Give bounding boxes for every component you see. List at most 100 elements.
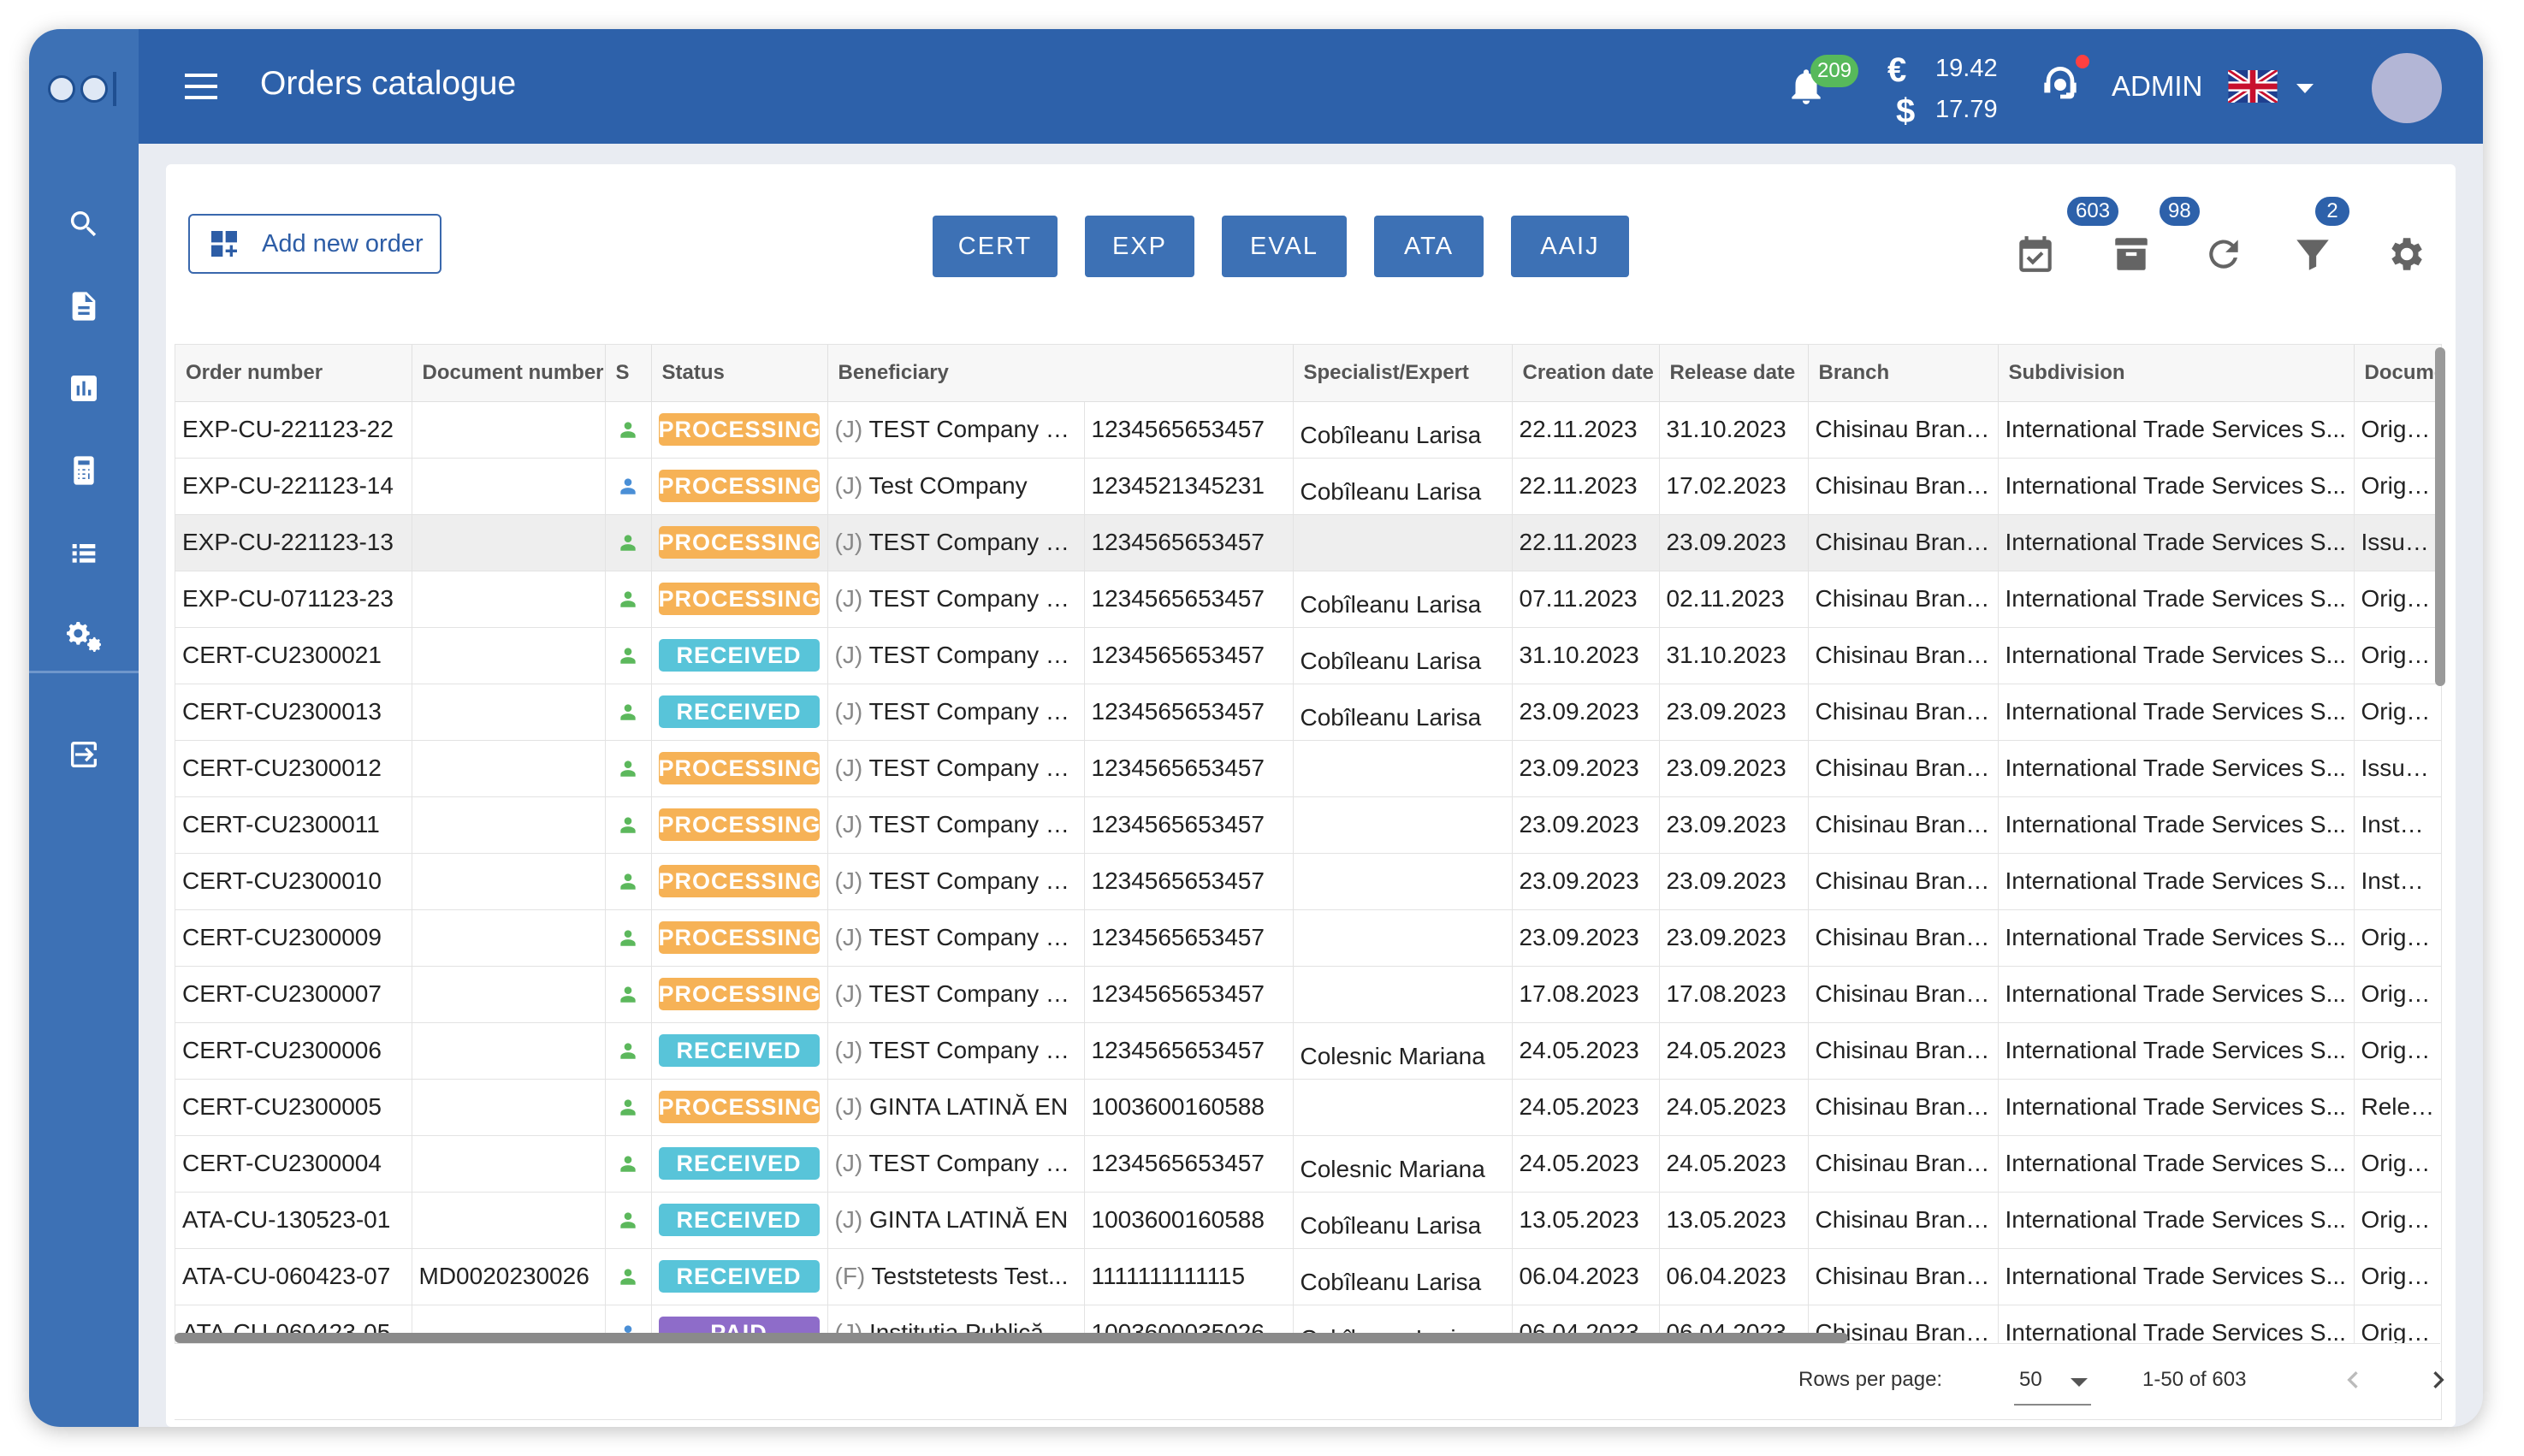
sidebar-item-reports[interactable] [29, 347, 139, 429]
status-cell: RECEIVED [651, 1022, 828, 1080]
sidebar-item-list[interactable] [29, 512, 139, 594]
menu-icon[interactable] [185, 74, 217, 99]
gear-icon[interactable] [2384, 233, 2426, 275]
col-header-s[interactable]: S [605, 345, 652, 402]
order-number-cell[interactable]: CERT-CU2300013 [175, 684, 412, 741]
branch-cell: Chisinau Branch [1808, 514, 1999, 571]
table-row[interactable]: CERT-CU2300004 RECEIVED (J) TEST Company S… [175, 1135, 2441, 1193]
table-row[interactable]: ATA-CU-130523-01 RECEIVED (J) GINTA LATINĂ… [175, 1192, 2441, 1249]
table-row[interactable]: EXP-CU-071123-23 PROCESSING (J) TEST Compa… [175, 571, 2441, 628]
order-number-cell[interactable]: EXP-CU-221123-22 [175, 401, 412, 459]
col-header-document[interactable]: Documer [2354, 345, 2441, 402]
sidebar-item-logout[interactable] [29, 713, 139, 796]
orders-table-container[interactable]: Order number Document number S Status Be… [175, 344, 2442, 1420]
horizontal-scrollbar[interactable] [175, 1333, 1848, 1343]
rows-per-page-caret[interactable] [2071, 1378, 2088, 1387]
order-number-cell[interactable]: CERT-CU2300011 [175, 796, 412, 854]
creation-date-cell: 22.11.2023 [1512, 514, 1660, 571]
col-header-order-number[interactable]: Order number [175, 345, 412, 402]
branch-cell: Chisinau Branch [1808, 1248, 1999, 1305]
refresh-icon[interactable] [2202, 233, 2245, 275]
order-number-cell[interactable]: ATA-CU-060423-07 [175, 1248, 412, 1305]
col-header-release-date[interactable]: Release date [1659, 345, 1809, 402]
online-status-dot [2076, 55, 2089, 68]
support-agent-icon[interactable] [2036, 58, 2084, 111]
col-header-document-number[interactable]: Document number [412, 345, 606, 402]
col-header-branch[interactable]: Branch [1808, 345, 1999, 402]
col-header-status[interactable]: Status [651, 345, 828, 402]
table-row[interactable]: EXP-CU-221123-14 PROCESSING (J) Test COmpa… [175, 458, 2441, 515]
col-header-specialist[interactable]: Specialist/Expert [1293, 345, 1513, 402]
branch-cell: Chisinau Branch [1808, 571, 1999, 628]
archive-badge: 98 [2158, 195, 2201, 228]
table-row[interactable]: CERT-CU2300010 PROCESSING (J) TEST Company… [175, 853, 2441, 910]
archive-icon[interactable] [2110, 233, 2153, 275]
beneficiary-name-cell: (J) TEST Company S... [827, 796, 1085, 854]
order-number-cell[interactable]: CERT-CU2300006 [175, 1022, 412, 1080]
add-order-button[interactable]: Add new order [188, 214, 441, 274]
table-row[interactable]: CERT-CU2300013 RECEIVED (J) TEST Company S… [175, 684, 2441, 741]
sidebar-item-documents[interactable] [29, 265, 139, 347]
user-role[interactable]: ADMIN [2112, 70, 2203, 102]
order-number-cell[interactable]: CERT-CU2300005 [175, 1079, 412, 1136]
tasks-icon[interactable] [2014, 233, 2057, 275]
beneficiary-idno-cell: 1234565653457 [1084, 740, 1294, 797]
app-logo[interactable] [39, 63, 125, 115]
table-row[interactable]: CERT-CU2300007 PROCESSING (J) TEST Company… [175, 966, 2441, 1023]
person-icon [620, 648, 636, 664]
logo-globe-left [48, 75, 75, 103]
vertical-scrollbar[interactable] [2435, 347, 2445, 686]
order-number-cell[interactable]: EXP-CU-221123-14 [175, 458, 412, 515]
language-dropdown-caret[interactable] [2296, 84, 2314, 93]
branch-cell: Chisinau Branch [1808, 1135, 1999, 1193]
order-number-cell[interactable]: CERT-CU2300007 [175, 966, 412, 1023]
specialist-cell: Cobîleanu Larisa [1293, 1192, 1513, 1249]
chevron-left-icon[interactable] [2336, 1363, 2370, 1397]
creation-date-cell: 13.05.2023 [1512, 1192, 1660, 1249]
s-cell [605, 627, 652, 684]
beneficiary-idno-cell: 1003600160588 [1084, 1192, 1294, 1249]
table-row[interactable]: CERT-CU2300009 PROCESSING (J) TEST Company… [175, 909, 2441, 967]
status-badge: RECEIVED [658, 1260, 820, 1293]
order-number-cell[interactable]: ATA-CU-130523-01 [175, 1192, 412, 1249]
beneficiary-type: (J) [834, 755, 863, 781]
s-cell [605, 909, 652, 967]
calculator-icon [74, 456, 94, 485]
order-number-cell[interactable]: CERT-CU2300010 [175, 853, 412, 910]
order-number-cell[interactable]: CERT-CU2300009 [175, 909, 412, 967]
uk-flag-icon[interactable] [2228, 70, 2278, 103]
order-number-cell[interactable]: CERT-CU2300021 [175, 627, 412, 684]
order-number-cell[interactable]: EXP-CU-071123-23 [175, 571, 412, 628]
col-header-subdivision[interactable]: Subdivision [1998, 345, 2355, 402]
col-header-beneficiary[interactable]: Beneficiary [827, 345, 1294, 402]
release-date-cell: 17.02.2023 [1659, 458, 1809, 515]
avatar[interactable] [2372, 53, 2442, 123]
table-row[interactable]: CERT-CU2300021 RECEIVED (J) TEST Company S… [175, 627, 2441, 684]
order-number-cell[interactable]: CERT-CU2300004 [175, 1135, 412, 1193]
chevron-right-icon[interactable] [2421, 1363, 2456, 1397]
document-cell: Original [2354, 1135, 2441, 1193]
sidebar-item-settings[interactable] [29, 594, 139, 676]
order-number-cell[interactable]: EXP-CU-221123-13 [175, 514, 412, 571]
specialist-cell: Cobîleanu Larisa [1293, 458, 1513, 515]
table-row[interactable]: CERT-CU2300011 PROCESSING (J) TEST Company… [175, 796, 2441, 854]
sidebar-item-search[interactable] [29, 183, 139, 265]
filter-aaij-button[interactable]: AAIJ [1511, 216, 1629, 277]
filter-eval-button[interactable]: EVAL [1222, 216, 1347, 277]
table-row[interactable]: CERT-CU2300012 PROCESSING (J) TEST Company… [175, 740, 2441, 797]
sidebar-item-calculator[interactable] [29, 429, 139, 512]
table-row[interactable]: CERT-CU2300006 RECEIVED (J) TEST Company S… [175, 1022, 2441, 1080]
filter-exp-button[interactable]: EXP [1085, 216, 1194, 277]
person-icon [620, 422, 636, 438]
filter-ata-button[interactable]: ATA [1374, 216, 1484, 277]
table-row[interactable]: ATA-CU-060423-07 MD0020230026 RECEIVED (F) … [175, 1248, 2441, 1305]
table-row[interactable]: CERT-CU2300005 PROCESSING (J) GINTA LATINĂ… [175, 1079, 2441, 1136]
filter-cert-button[interactable]: CERT [933, 216, 1058, 277]
order-number-cell[interactable]: CERT-CU2300012 [175, 740, 412, 797]
rows-per-page-select[interactable]: 50 [2019, 1368, 2042, 1391]
beneficiary-name-cell: (J) TEST Company S... [827, 401, 1085, 459]
filter-icon[interactable] [2291, 233, 2334, 275]
table-row[interactable]: EXP-CU-221123-22 PROCESSING (J) TEST Compa… [175, 401, 2441, 459]
table-row[interactable]: EXP-CU-221123-13 PROCESSING (J) TEST Compa… [175, 514, 2441, 571]
col-header-creation-date[interactable]: Creation date [1512, 345, 1660, 402]
